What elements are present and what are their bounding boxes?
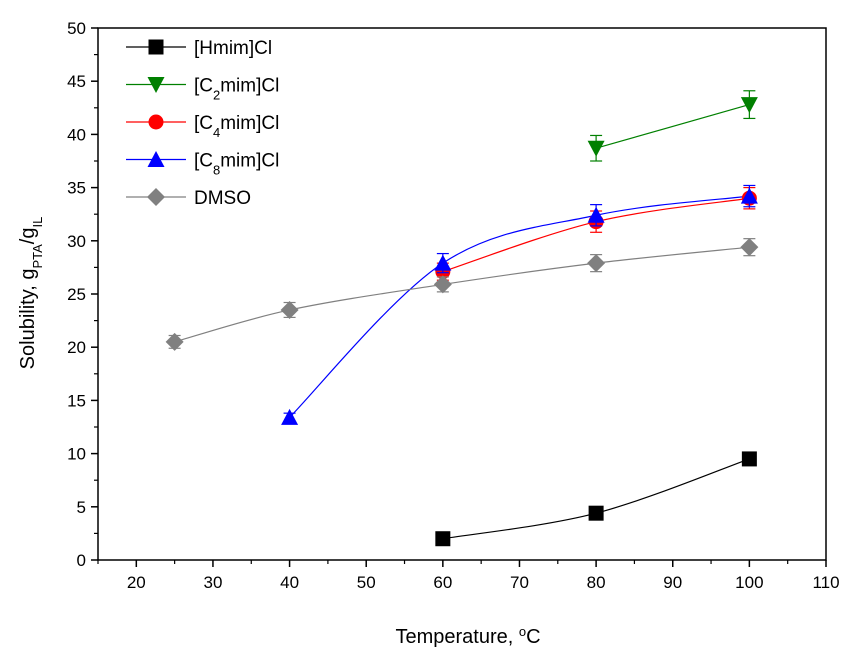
legend-marker <box>148 39 164 55</box>
data-point <box>165 332 184 351</box>
legend-entry: DMSO <box>126 188 251 209</box>
y-tick-label: 35 <box>67 179 86 198</box>
data-point <box>280 300 299 319</box>
data-point <box>740 187 758 204</box>
axes: 20 30 40 50 60 70 80 90 100 110 0 5 10 15 20 25 30 35 40 45… <box>67 19 839 592</box>
data-point <box>740 97 758 114</box>
legend-marker <box>147 77 165 93</box>
x-tick-label: 40 <box>280 573 299 592</box>
x-tick-label: 60 <box>433 573 452 592</box>
legend-label: [C8mim]Cl <box>194 151 279 178</box>
data-point <box>281 408 299 425</box>
y-tick-label: 40 <box>67 125 86 144</box>
data-point <box>587 206 605 223</box>
data-point <box>741 451 757 467</box>
x-tick-label: 90 <box>663 573 682 592</box>
legend-label: [Hmim]Cl <box>194 38 272 59</box>
y-tick-label: 30 <box>67 232 86 251</box>
y-tick-label: 50 <box>67 19 86 38</box>
x-tick-label: 100 <box>735 573 763 592</box>
data-point <box>587 254 606 273</box>
x-tick-label: 50 <box>357 573 376 592</box>
series-line <box>595 104 750 149</box>
legend-entry: [C2mim]Cl <box>126 76 279 103</box>
y-tick-label: 10 <box>67 445 86 464</box>
y-tick-label: 25 <box>67 285 86 304</box>
y-tick-label: 0 <box>77 551 86 570</box>
legend-entry: [Hmim]Cl <box>126 38 272 59</box>
data-points <box>165 90 759 547</box>
data-point <box>587 140 605 157</box>
x-tick-label: 30 <box>203 573 222 592</box>
x-tick-label: 20 <box>127 573 146 592</box>
data-point <box>740 238 759 257</box>
y-tick-label: 15 <box>67 391 86 410</box>
y-axis-title: Solubility, gPTA/gIL <box>17 217 45 370</box>
data-point <box>434 254 452 271</box>
x-tick-label: 80 <box>587 573 606 592</box>
y-tick-label: 5 <box>77 498 86 517</box>
legend-marker <box>147 188 165 206</box>
legend-label: [C2mim]Cl <box>194 76 279 103</box>
data-point <box>435 531 451 547</box>
legend-marker <box>147 151 165 167</box>
x-axis-title: Temperature, oC <box>395 624 540 648</box>
legend-label: DMSO <box>194 188 251 209</box>
series-line <box>289 195 750 418</box>
y-tick-label: 45 <box>67 72 86 91</box>
series-line <box>442 458 750 540</box>
x-tick-label: 110 <box>812 573 839 592</box>
legend-label: [C4mim]Cl <box>194 113 279 140</box>
data-point <box>433 275 452 294</box>
legend: [Hmim]Cl [C2mim]Cl [C4mim]Cl [C8mim]Cl DMSO <box>126 38 279 209</box>
x-tick-label: 70 <box>510 573 529 592</box>
legend-entry: [C8mim]Cl <box>126 151 279 178</box>
plot-frame <box>97 27 827 561</box>
legend-entry: [C4mim]Cl <box>126 113 279 140</box>
y-tick-label: 20 <box>67 338 86 357</box>
series-line <box>174 246 750 343</box>
data-point <box>588 505 604 521</box>
legend-marker <box>148 114 164 130</box>
